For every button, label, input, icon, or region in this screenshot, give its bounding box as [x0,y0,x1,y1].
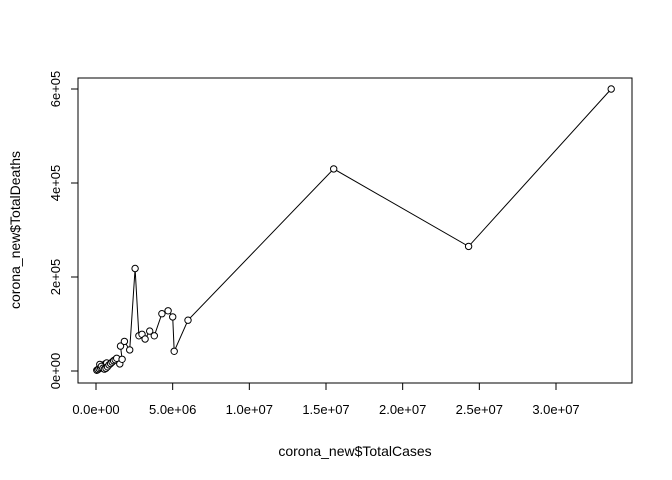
data-point [118,355,126,363]
data-point [164,307,172,315]
data-point [170,347,178,355]
plot-box [77,77,633,384]
y-axis: 0e+00 2e+05 4e+05 6e+05 [48,71,79,390]
data-point [184,316,192,324]
data-point [158,310,166,318]
x-tick-label: 0.0e+00 [72,402,119,417]
series-line [96,88,612,371]
data-point [120,337,129,346]
y-tick-label: 6e+05 [48,71,63,108]
data-point [146,327,154,335]
x-tick-label: 2.5e+07 [456,402,503,417]
data-point [116,342,125,350]
data-point [169,313,177,321]
data-point [131,264,139,273]
data-point [464,242,473,251]
x-tick-label: 1.5e+07 [302,402,349,417]
y-axis-title: corona_new$TotalDeaths [7,151,23,309]
x-tick-label: 5.0e+06 [149,402,196,417]
x-axis-title: corona_new$TotalCases [278,443,431,459]
data-point [330,165,338,173]
x-tick-label: 2.0e+07 [379,402,426,417]
x-tick-label: 3.0e+07 [532,402,579,417]
data-point [607,85,615,93]
data-points [93,85,615,374]
data-point [141,335,149,343]
data-point [126,346,134,354]
y-tick-label: 4e+05 [48,165,63,202]
x-axis: 0.0e+00 5.0e+06 1.0e+07 1.5e+07 2.0e+07 2.5e+… [72,382,580,417]
x-tick-label: 1.0e+07 [226,402,273,417]
data-point [150,332,159,340]
y-tick-label: 0e+00 [48,353,63,390]
y-tick-label: 2e+05 [48,259,63,296]
